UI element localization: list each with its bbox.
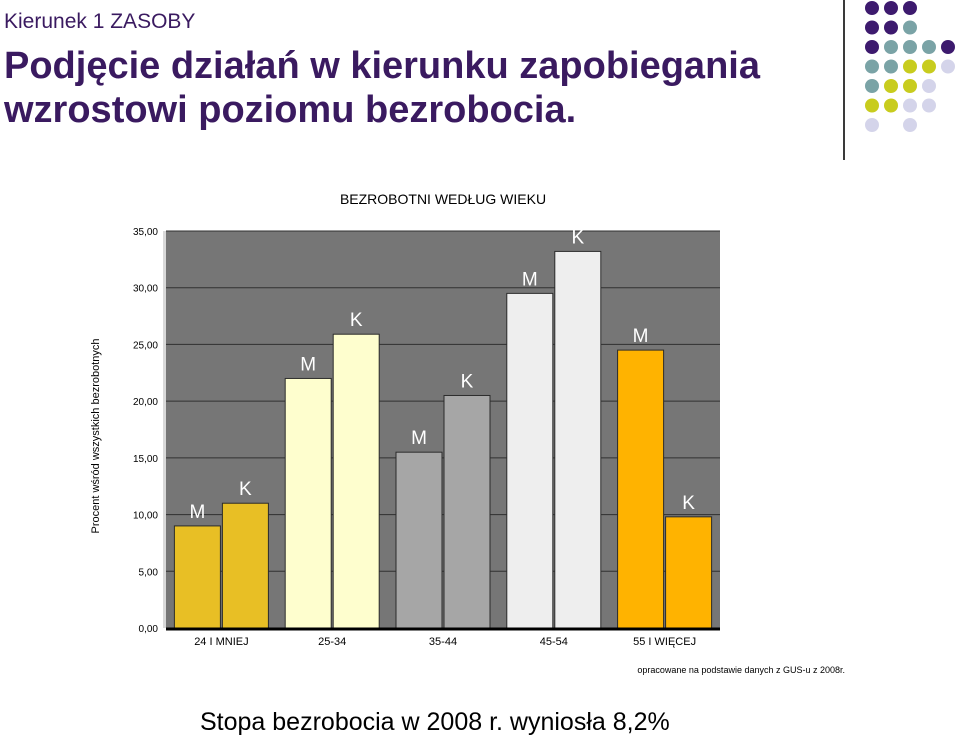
bar-4-m bbox=[617, 349, 665, 629]
y-axis-label: Procent wśród wszystkich bezrobotnych bbox=[90, 338, 102, 533]
x-tick-label: 55 I WIĘCEJ bbox=[633, 636, 696, 648]
decor-dot bbox=[903, 59, 917, 74]
bar-label: M bbox=[189, 502, 205, 523]
decor-dot bbox=[941, 59, 955, 74]
decor-dot bbox=[922, 98, 936, 113]
source-note: opracowane na podstawie danych z GUS-u z… bbox=[637, 665, 845, 675]
y-tick-label: 15,00 bbox=[133, 454, 158, 465]
bar-0-k bbox=[221, 502, 269, 629]
decor-dot bbox=[903, 118, 917, 132]
y-tick-label: 20,00 bbox=[133, 397, 158, 408]
y-tick-label: 25,00 bbox=[133, 340, 158, 351]
bar-label: M bbox=[300, 354, 316, 375]
x-tick-label: 25-34 bbox=[318, 636, 346, 648]
decor-dot bbox=[865, 59, 879, 74]
decor-dot bbox=[903, 40, 917, 54]
footer-note: Stopa bezrobocia w 2008 r. wyniosła 8,2% bbox=[200, 708, 670, 736]
bar-2-m bbox=[395, 451, 443, 629]
bar-label: M bbox=[411, 428, 427, 449]
y-tick-label: 10,00 bbox=[133, 511, 158, 522]
bar-3-k bbox=[554, 250, 602, 629]
decor-dot bbox=[884, 59, 898, 74]
y-tick-label: 0,00 bbox=[139, 624, 159, 635]
bar-0-m bbox=[173, 525, 221, 629]
decor-dot bbox=[865, 20, 879, 35]
decor-dot bbox=[903, 1, 917, 15]
decor-dot bbox=[865, 118, 879, 132]
decor-dot bbox=[884, 79, 898, 93]
slide-title: Podjęcie działań w kierunku zapobiegania… bbox=[4, 45, 760, 131]
decor-dot bbox=[941, 40, 955, 54]
decor-dot bbox=[865, 98, 879, 113]
y-tick-label: 30,00 bbox=[133, 284, 158, 295]
y-tick-label: 35,00 bbox=[133, 227, 158, 238]
x-tick-label: 35-44 bbox=[429, 636, 457, 648]
bar-label: K bbox=[682, 493, 695, 514]
decor-dot bbox=[884, 20, 898, 35]
x-tick-label: 45-54 bbox=[540, 636, 568, 648]
unemployment-by-age-chart: BEZROBOTNI WEDŁUG WIEKU Procent wśród ws… bbox=[90, 191, 845, 675]
x-tick-label: 24 I MNIEJ bbox=[194, 636, 248, 648]
bar-3-m bbox=[506, 292, 554, 629]
decor-dot bbox=[903, 79, 917, 93]
y-tick-label: 5,00 bbox=[139, 567, 159, 578]
bar-label: K bbox=[239, 479, 252, 500]
bar-label: K bbox=[461, 371, 474, 392]
bar-1-k bbox=[332, 333, 380, 629]
bar-label: K bbox=[571, 227, 584, 248]
decor-dot bbox=[884, 1, 898, 15]
decor-dot bbox=[884, 98, 898, 113]
decor-dot bbox=[884, 40, 898, 54]
decor-dot bbox=[922, 59, 936, 74]
bar-label: K bbox=[350, 310, 363, 331]
decor-dot bbox=[865, 40, 879, 54]
bar-label: M bbox=[522, 269, 538, 290]
bar-4-k bbox=[665, 516, 713, 629]
decor-dot bbox=[922, 79, 936, 93]
title-divider bbox=[843, 0, 845, 160]
bar-1-m bbox=[284, 377, 332, 629]
y-axis-wall bbox=[163, 231, 166, 628]
decor-dot bbox=[903, 98, 917, 113]
decor-dot bbox=[903, 20, 917, 35]
bar-2-k bbox=[443, 394, 491, 629]
decorative-dot-grid bbox=[865, 1, 955, 132]
slide-kicker: Kierunek 1 ZASOBY bbox=[4, 10, 196, 33]
decor-dot bbox=[865, 1, 879, 15]
decor-dot bbox=[922, 40, 936, 54]
chart-title: BEZROBOTNI WEDŁUG WIEKU bbox=[340, 191, 546, 207]
decor-dot bbox=[865, 79, 879, 93]
bar-label: M bbox=[633, 326, 649, 347]
